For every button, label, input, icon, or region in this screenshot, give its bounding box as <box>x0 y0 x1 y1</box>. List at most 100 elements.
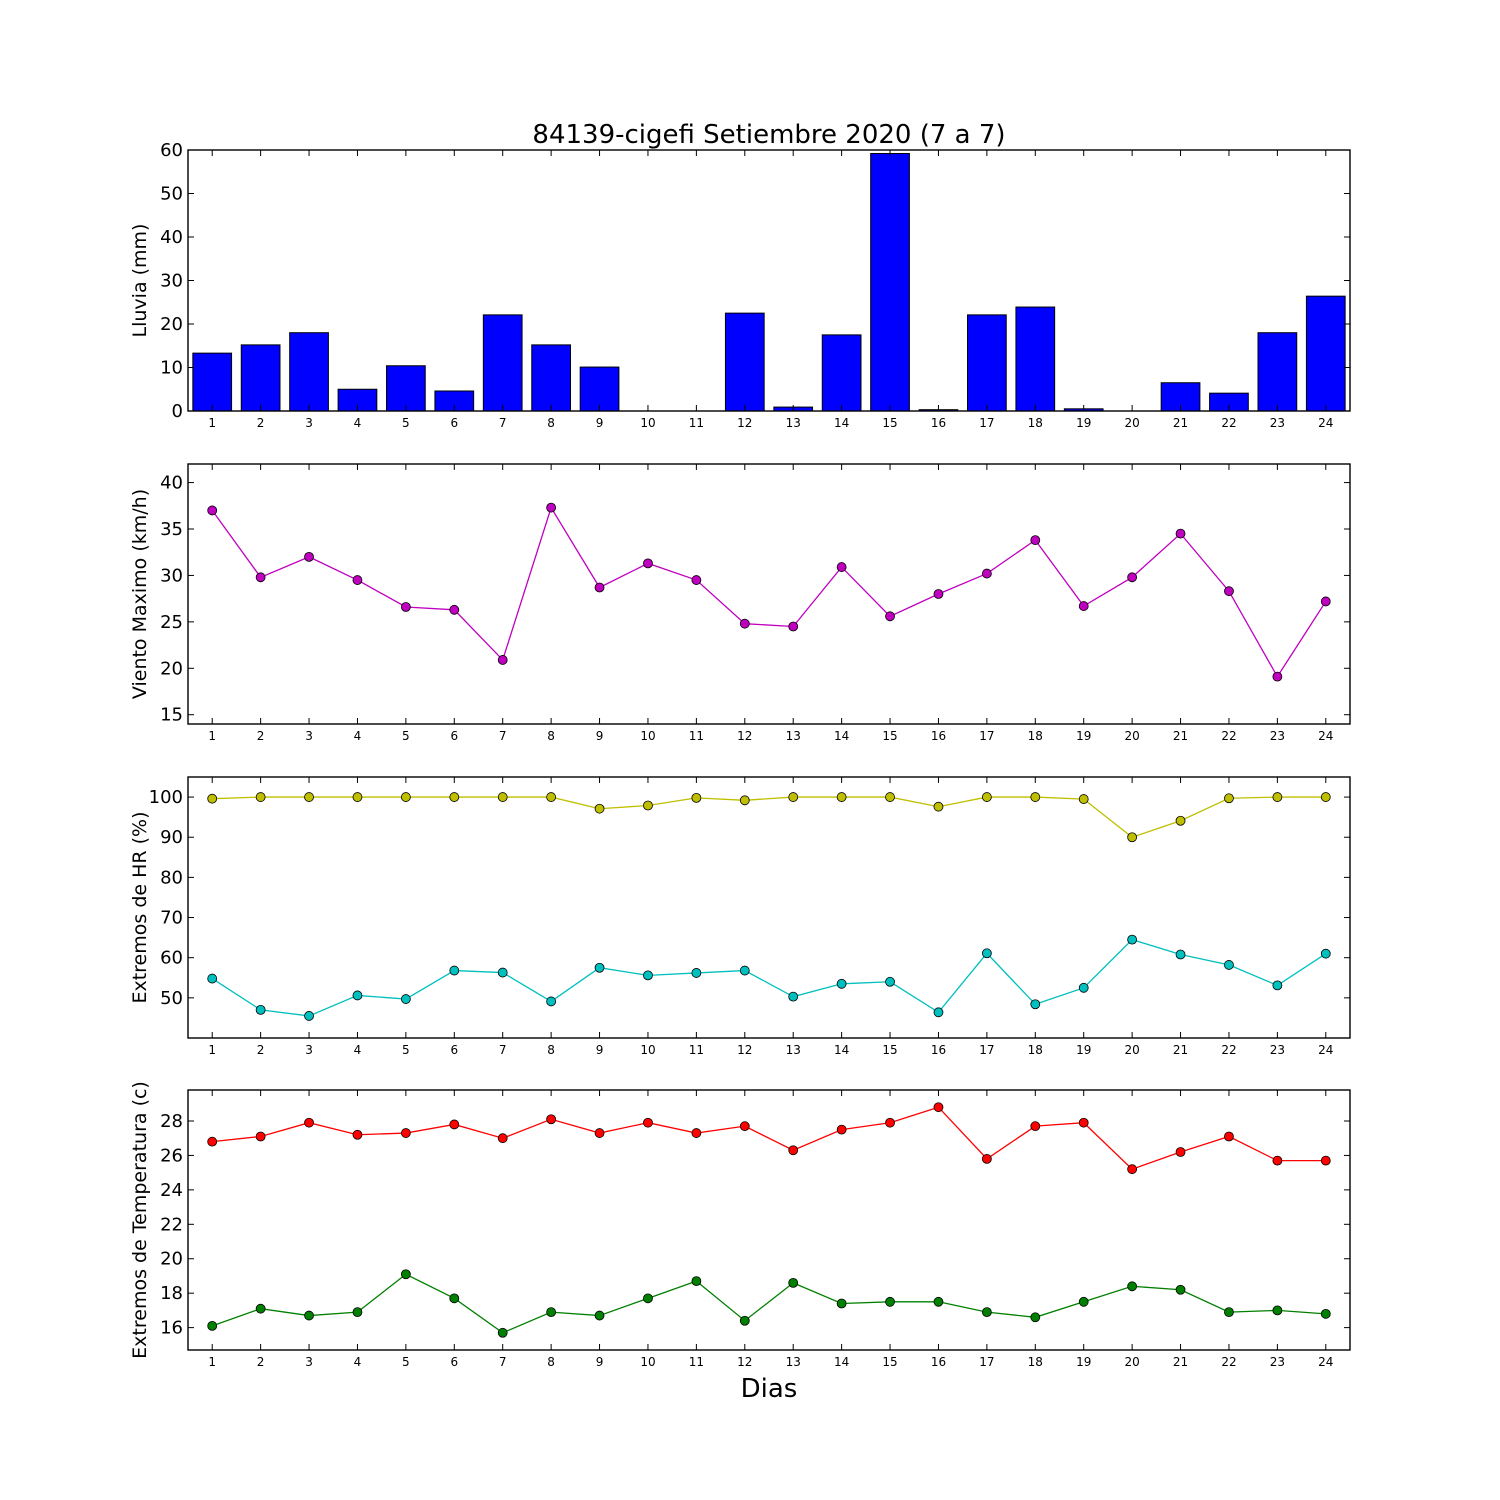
point-day-15 <box>885 611 895 622</box>
point-day-15 <box>885 1117 895 1128</box>
x-tick-label: 18 <box>1028 1043 1043 1057</box>
x-tick-label: 12 <box>737 1355 752 1369</box>
bar-day-7 <box>482 314 523 412</box>
y-tick-label: 90 <box>160 827 183 848</box>
x-tick-label: 22 <box>1221 416 1236 430</box>
x-tick-label: 19 <box>1076 729 1091 743</box>
point-day-12 <box>739 1315 750 1326</box>
x-tick-label: 8 <box>547 416 555 430</box>
point-day-14 <box>836 1124 847 1135</box>
series-line <box>212 1106 1326 1170</box>
point-day-22 <box>1224 586 1234 597</box>
point-day-5 <box>400 1269 411 1280</box>
x-tick-label: 4 <box>354 1043 362 1057</box>
x-tick-label: 11 <box>689 729 704 743</box>
point-day-23 <box>1272 671 1283 682</box>
x-tick-label: 1 <box>208 729 216 743</box>
x-tick-label: 23 <box>1270 1043 1285 1057</box>
point-day-10 <box>643 1117 653 1128</box>
y-tick-label: 16 <box>160 1318 183 1339</box>
point-day-13 <box>788 991 799 1002</box>
x-tick-label: 14 <box>834 729 849 743</box>
x-tick-label: 14 <box>834 1355 849 1369</box>
x-tick-label: 11 <box>689 1043 704 1057</box>
bar-day-12 <box>724 312 765 412</box>
point-day-13 <box>788 621 799 632</box>
point-day-8 <box>546 792 557 802</box>
point-day-21 <box>1175 1284 1186 1295</box>
y-tick-label: 60 <box>160 948 183 969</box>
point-day-12 <box>739 795 750 806</box>
x-tick-label: 17 <box>979 1043 994 1057</box>
y-tick-label: 40 <box>160 227 183 248</box>
point-day-2 <box>255 1131 266 1142</box>
bar-day-24 <box>1305 295 1346 412</box>
point-day-5 <box>400 1128 411 1138</box>
point-day-19 <box>1078 1117 1089 1128</box>
point-day-2 <box>255 572 266 583</box>
point-day-3 <box>304 1310 314 1321</box>
x-tick-label: 6 <box>450 729 458 743</box>
point-day-22 <box>1224 1307 1234 1318</box>
axes-frame <box>187 1089 1351 1351</box>
point-day-19 <box>1078 601 1089 611</box>
panel-2: 1 2 3 4 5 6 7 8 9 10 11 12 13 14 15 16 17 18 19 20 21 22 23 241… <box>129 463 1351 743</box>
point-day-10 <box>643 800 653 811</box>
y-tick-label: 18 <box>160 1283 183 1304</box>
axes-frame <box>187 463 1351 725</box>
bar-day-2 <box>240 344 281 412</box>
x-tick-label: 20 <box>1124 1043 1139 1057</box>
point-day-21 <box>1175 949 1186 960</box>
x-tick-label: 1 <box>208 1355 216 1369</box>
point-day-4 <box>352 1129 363 1140</box>
point-day-22 <box>1224 1131 1234 1142</box>
x-tick-label: 23 <box>1270 729 1285 743</box>
x-tick-label: 19 <box>1076 1043 1091 1057</box>
x-tick-label: 18 <box>1028 729 1043 743</box>
point-day-18 <box>1030 792 1041 802</box>
bar-day-9 <box>579 366 620 412</box>
x-tick-label: 18 <box>1028 416 1043 430</box>
point-day-1 <box>207 1136 218 1147</box>
x-tick-label: 15 <box>882 729 897 743</box>
point-day-9 <box>594 962 605 973</box>
point-day-20 <box>1127 832 1138 843</box>
bar-day-18 <box>1015 306 1056 412</box>
x-tick-label: 9 <box>596 729 604 743</box>
y-tick-label: 60 <box>160 140 183 161</box>
x-tick-label: 3 <box>305 729 313 743</box>
point-day-9 <box>594 1310 605 1321</box>
point-day-20 <box>1127 1281 1138 1292</box>
x-tick-label: 4 <box>354 729 362 743</box>
point-day-9 <box>594 582 605 593</box>
point-day-15 <box>885 1296 895 1307</box>
series-line <box>211 1273 1326 1334</box>
point-day-23 <box>1272 1155 1283 1166</box>
series-line <box>212 796 1326 838</box>
y-axis-label: Lluvia (mm) <box>129 224 151 338</box>
x-tick-label: 13 <box>786 729 801 743</box>
x-tick-label: 9 <box>596 1043 604 1057</box>
point-day-15 <box>885 976 895 987</box>
x-tick-label: 19 <box>1076 416 1091 430</box>
bar-day-17 <box>967 314 1007 412</box>
point-day-11 <box>691 792 702 803</box>
y-axis-label: Extremos de HR (%) <box>129 811 151 1003</box>
point-day-12 <box>739 618 750 629</box>
point-day-7 <box>497 655 508 665</box>
point-day-16 <box>933 1102 944 1113</box>
point-day-16 <box>933 1007 944 1018</box>
bar-day-5 <box>386 365 426 412</box>
point-day-13 <box>788 792 799 802</box>
point-day-8 <box>546 1114 557 1125</box>
x-tick-label: 10 <box>640 729 655 743</box>
x-tick-label: 15 <box>882 1355 897 1369</box>
panel-1-series-1 <box>192 152 1346 412</box>
point-day-4 <box>352 1307 363 1318</box>
point-day-10 <box>643 1293 653 1304</box>
y-tick-label: 50 <box>160 988 183 1009</box>
point-day-18 <box>1030 1312 1041 1323</box>
x-tick-label: 13 <box>786 1355 801 1369</box>
y-tick-label: 10 <box>160 358 183 379</box>
point-day-14 <box>836 978 847 989</box>
